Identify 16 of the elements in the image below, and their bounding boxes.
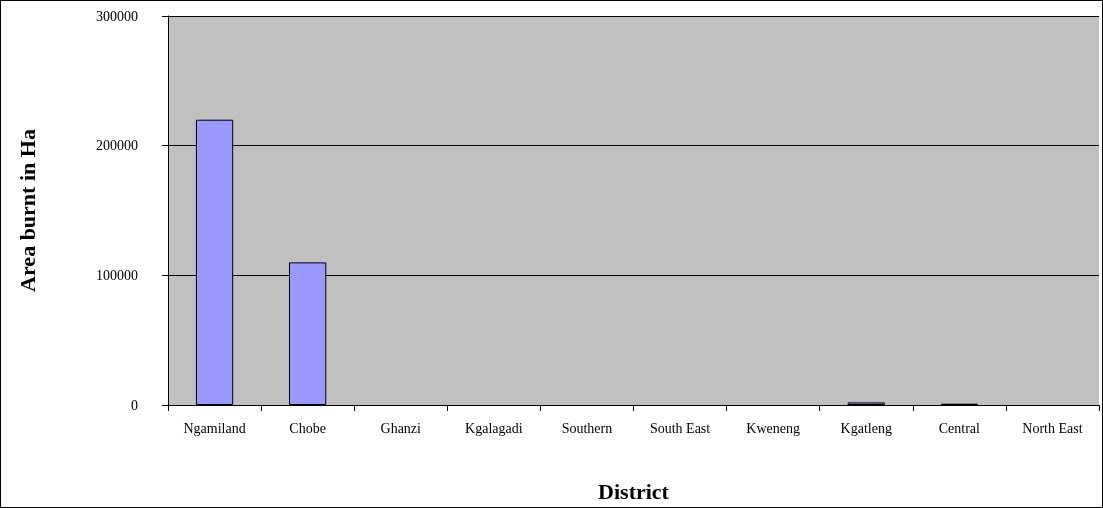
x-tick-label: North East <box>1022 420 1083 436</box>
y-tick-label: 200000 <box>96 138 138 154</box>
y-tick-label: 100000 <box>96 267 138 283</box>
y-tick-label: 300000 <box>96 8 138 24</box>
x-axis-title: District <box>598 478 670 504</box>
x-tick-label: South East <box>649 420 711 436</box>
x-tick-label: Southern <box>561 420 613 436</box>
y-axis-title: Area burnt in Ha <box>14 129 40 292</box>
x-tick-label: Kgalagadi <box>465 420 523 436</box>
x-tick-label: Kweneng <box>746 420 800 436</box>
x-tick-label: Kgatleng <box>840 420 892 436</box>
x-tick-label: Chobe <box>289 420 326 436</box>
x-tick-label: Ngamiland <box>183 420 246 436</box>
x-tick-label: Central <box>938 420 981 436</box>
y-tick-label: 0 <box>131 397 138 413</box>
x-tick-label: Ghanzi <box>380 420 422 436</box>
